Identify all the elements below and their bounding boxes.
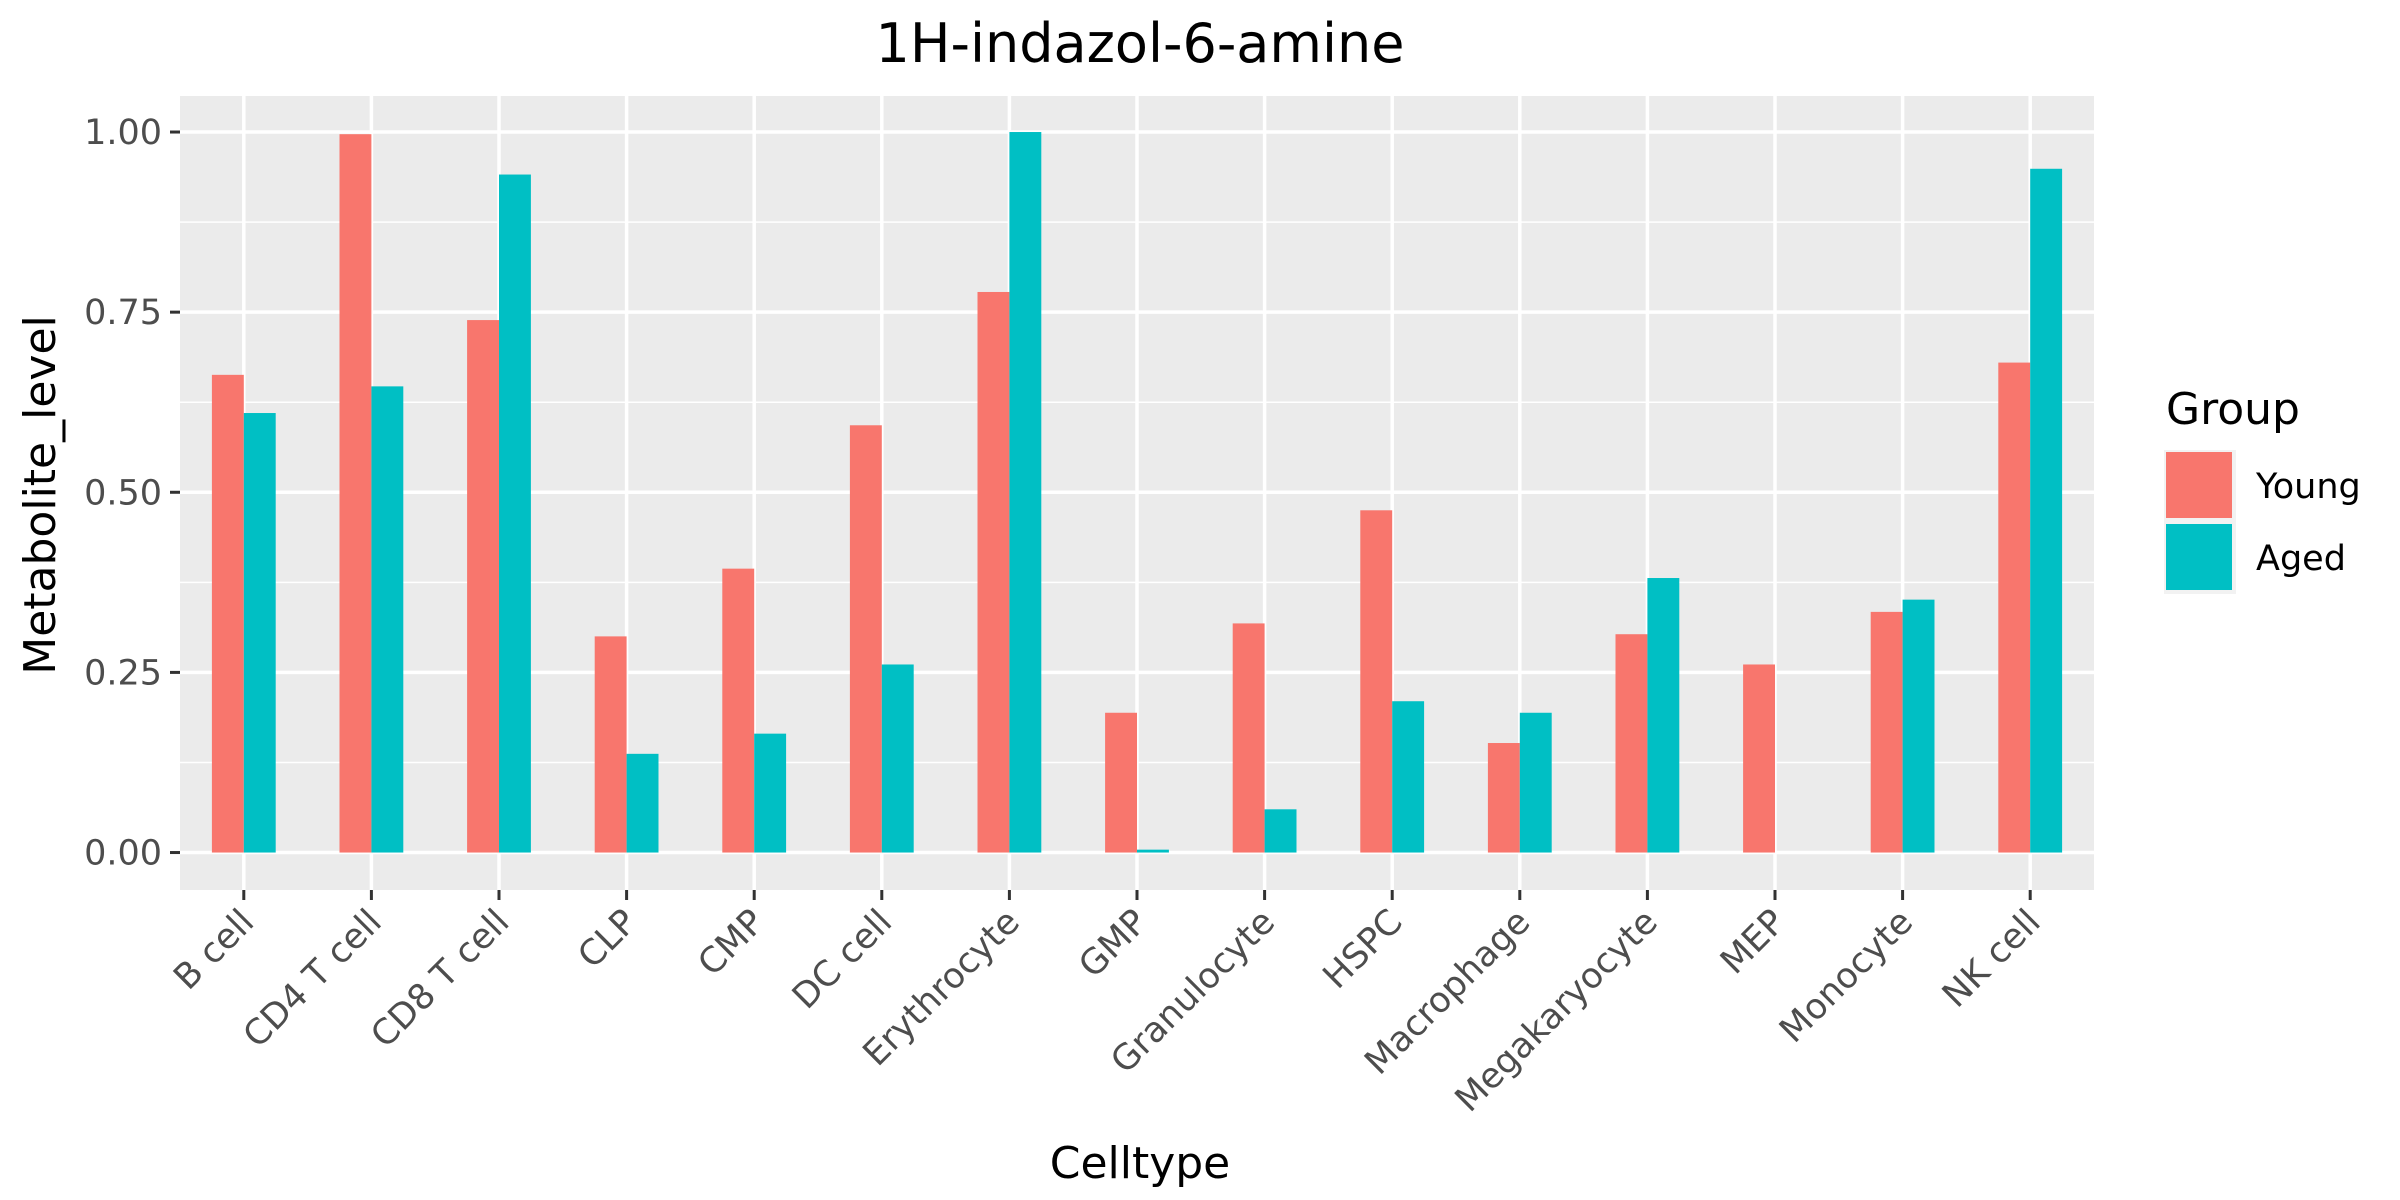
x-tick-label: CMP <box>691 902 773 984</box>
x-tick-label: DC cell <box>785 902 900 1017</box>
bar-young-hspc <box>1360 510 1393 853</box>
bar-aged-cd4-t-cell <box>371 386 404 853</box>
bar-young-nk-cell <box>1998 362 2031 853</box>
bar-aged-megakaryocyte <box>1647 578 1680 853</box>
bar-young-gmp <box>1105 712 1137 853</box>
bar-aged-clp <box>626 753 659 853</box>
x-tick-label: Monocyte <box>1772 902 1921 1051</box>
bar-aged-erythrocyte <box>1009 132 1042 853</box>
legend-title: Group <box>2166 384 2300 435</box>
bar-aged-monocyte <box>1902 599 1935 853</box>
x-tick-label: CLP <box>571 902 645 976</box>
y-axis-title: Metabolite_level <box>15 315 66 675</box>
bar-young-dc-cell <box>849 425 882 853</box>
y-axis: 0.00 0.25 0.50 0.75 1.00 <box>84 113 180 874</box>
legend-key-young <box>2166 452 2232 518</box>
bar-aged-gmp <box>1137 849 1169 853</box>
bar-young-monocyte <box>1870 611 1903 853</box>
bar-aged-granulocyte <box>1264 809 1297 853</box>
bar-young-cd8-t-cell <box>467 320 499 853</box>
bar-aged-dc-cell <box>881 664 914 853</box>
x-tick-label: GMP <box>1072 902 1156 986</box>
legend-label-aged: Aged <box>2256 539 2346 579</box>
bar-young-macrophage <box>1487 743 1520 853</box>
bar-aged-hspc <box>1392 701 1425 853</box>
legend: Group Young Aged <box>2164 384 2361 594</box>
x-tick-label: B cell <box>166 902 262 998</box>
bar-young-mep <box>1743 664 1775 853</box>
x-axis-title: Celltype <box>1050 1138 1231 1189</box>
x-tick-label: HSPC <box>1316 902 1411 997</box>
bar-aged-b-cell <box>243 413 276 853</box>
y-tick-label: 0.00 <box>84 834 162 874</box>
x-tick-label: CD8 T cell <box>364 902 518 1056</box>
y-tick-label: 0.50 <box>84 473 162 513</box>
chart-title: 1H-indazol-6-amine <box>876 12 1405 75</box>
bar-aged-macrophage <box>1519 712 1552 853</box>
bar-young-cd4-t-cell <box>339 134 372 853</box>
bar-aged-cd8-t-cell <box>499 174 531 853</box>
x-tick-label: MEP <box>1713 902 1793 982</box>
bar-young-megakaryocyte <box>1615 634 1648 853</box>
bar-young-clp <box>594 636 627 853</box>
y-tick-label: 0.25 <box>84 653 162 693</box>
legend-key-aged <box>2166 524 2232 590</box>
bars <box>211 132 2063 853</box>
bar-young-cmp <box>722 568 755 853</box>
legend-label-young: Young <box>2255 467 2361 507</box>
bar-aged-cmp <box>754 733 787 853</box>
bar-aged-nk-cell <box>2030 168 2063 853</box>
y-tick-label: 0.75 <box>84 293 162 333</box>
x-tick-label: NK cell <box>1935 902 2048 1015</box>
y-tick-label: 1.00 <box>84 113 162 153</box>
bar-young-b-cell <box>211 374 244 853</box>
bar-young-erythrocyte <box>977 291 1010 853</box>
x-tick-label: CD4 T cell <box>236 902 390 1056</box>
bar-young-granulocyte <box>1232 623 1265 853</box>
